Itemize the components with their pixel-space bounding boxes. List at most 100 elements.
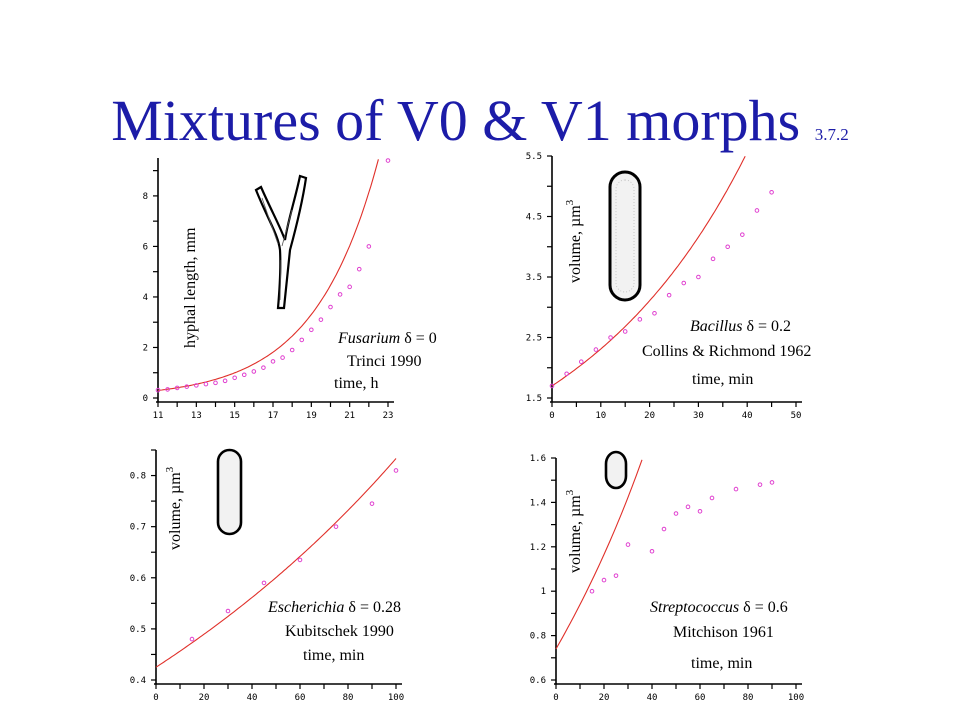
x-tick-label: 0 <box>549 411 554 421</box>
data-point <box>241 372 247 378</box>
ylabel-streptococcus-text: volume, µm <box>567 495 584 573</box>
points-escherichia <box>189 468 399 642</box>
ylabel-escherichia-sup: 3 <box>164 466 176 472</box>
data-point <box>769 480 775 485</box>
y-tick-label: 0.7 <box>130 523 146 533</box>
xlabel-escherichia: time, min <box>303 647 364 664</box>
data-point <box>347 284 352 290</box>
data-point <box>261 580 267 586</box>
x-tick-label: 40 <box>742 411 753 421</box>
data-point <box>637 317 643 322</box>
data-point <box>309 327 314 333</box>
y-tick-label: 1.6 <box>530 454 546 464</box>
xlabel-streptococcus: time, min <box>691 655 752 672</box>
y-tick-label: 0.8 <box>530 632 546 642</box>
y-tick-label: 4.5 <box>526 213 542 223</box>
data-point <box>270 359 276 364</box>
reference-bacillus: Collins & Richmond 1962 <box>642 343 811 360</box>
data-point <box>769 190 774 195</box>
x-tick-label: 40 <box>647 693 658 703</box>
data-point <box>289 347 295 353</box>
data-point <box>661 526 667 532</box>
data-point <box>593 347 599 352</box>
fit-curve <box>555 459 643 650</box>
data-point <box>725 244 730 250</box>
data-point <box>601 577 607 583</box>
y-tick-label: 1.2 <box>530 543 546 553</box>
data-point <box>318 317 324 322</box>
delta-bacillus: δ = 0.2 <box>742 318 791 335</box>
xlabel-bacillus: time, min <box>692 371 753 388</box>
y-tick-label: 0.4 <box>130 676 146 686</box>
data-point <box>337 292 343 297</box>
data-point <box>213 380 218 386</box>
data-point <box>649 548 655 554</box>
reference-escherichia: Kubitschek 1990 <box>285 623 394 640</box>
x-tick-label: 40 <box>247 693 258 703</box>
x-tick-label: 23 <box>383 411 394 421</box>
axes-streptococcus: 0.6 0.8 1 1.2 1.4 1.6 0 20 40 60 80 100 <box>530 454 804 703</box>
data-point <box>194 383 199 388</box>
x-tick-label: 50 <box>791 411 802 421</box>
data-point <box>666 292 672 298</box>
organism-label-escherichia: Escherichia δ = 0.28 <box>267 599 401 616</box>
data-point <box>165 387 170 392</box>
fit-curve <box>551 155 746 387</box>
ylabel-bacillus-text: volume, µm <box>567 205 584 283</box>
data-point <box>369 501 375 506</box>
data-point <box>189 636 195 642</box>
data-point <box>299 337 305 343</box>
y-tick-label: 2 <box>143 343 148 353</box>
data-point <box>393 468 399 473</box>
data-point <box>155 387 161 393</box>
data-point <box>203 381 209 387</box>
y-tick-label: 4 <box>143 293 148 303</box>
delta-streptococcus: δ = 0.6 <box>739 599 788 616</box>
x-tick-label: 20 <box>599 693 610 703</box>
organism-label-bacillus: Bacillus δ = 0.2 <box>690 318 791 335</box>
hypha-branch-icon <box>254 174 308 310</box>
ylabel-bacillus: volume, µm3 <box>564 199 584 283</box>
chart-escherichia: 0.40.50.60.70.80 20 40 60 80 100 volume, µm3 … <box>130 448 404 703</box>
points-streptococcus <box>589 480 775 594</box>
x-tick-label: 100 <box>788 693 804 703</box>
x-tick-label: 13 <box>191 411 202 421</box>
xlabel-fusarium: time, h <box>334 375 378 392</box>
delta-escherichia: δ = 0.28 <box>344 599 401 616</box>
ylabel-bacillus-sup: 3 <box>564 199 576 205</box>
data-point <box>673 511 679 516</box>
data-point <box>174 385 180 391</box>
x-tick-label: 80 <box>343 693 354 703</box>
data-point <box>740 232 745 237</box>
x-tick-label: 21 <box>344 411 355 421</box>
chart-bacillus: 1.5 2.5 3.5 4.5 5.5 0 10 20 30 40 50 volume, µm3 B… <box>526 152 812 421</box>
data-point <box>757 482 763 487</box>
data-point <box>754 208 760 213</box>
y-tick-label: 2.5 <box>526 334 542 344</box>
ylabel-fusarium: hyphal length, mm <box>182 227 199 348</box>
chart-streptococcus: 0.6 0.8 1 1.2 1.4 1.6 0 20 40 60 80 100 volume, µm3… <box>530 450 804 703</box>
organism-name-streptococcus: Streptococcus <box>650 599 739 616</box>
x-tick-label: 20 <box>199 693 210 703</box>
data-point <box>184 384 190 389</box>
data-point <box>232 375 237 381</box>
y-tick-label: 3.5 <box>526 273 542 283</box>
data-point <box>385 158 391 163</box>
x-tick-label: 17 <box>268 411 279 421</box>
y-tick-label: 0.6 <box>530 676 546 686</box>
x-tick-label: 20 <box>644 411 655 421</box>
x-tick-label: 60 <box>295 693 306 703</box>
organism-name-fusarium: Fusarium <box>337 330 400 347</box>
y-tick-label: 0 <box>143 394 148 404</box>
x-tick-label: 100 <box>388 693 404 703</box>
x-tick-label: 11 <box>153 411 164 421</box>
fit-curve-escherichia <box>155 458 397 668</box>
fit-curve <box>155 458 397 668</box>
axes-bacillus: 1.5 2.5 3.5 4.5 5.5 0 10 20 30 40 50 <box>526 152 802 421</box>
y-tick-label: 5.5 <box>526 152 542 162</box>
ylabel-streptococcus: volume, µm3 <box>564 489 584 573</box>
ylabel-streptococcus-sup: 3 <box>564 489 576 495</box>
x-tick-label: 0 <box>153 693 158 703</box>
organism-name-escherichia: Escherichia <box>267 599 344 616</box>
x-tick-label: 80 <box>743 693 754 703</box>
